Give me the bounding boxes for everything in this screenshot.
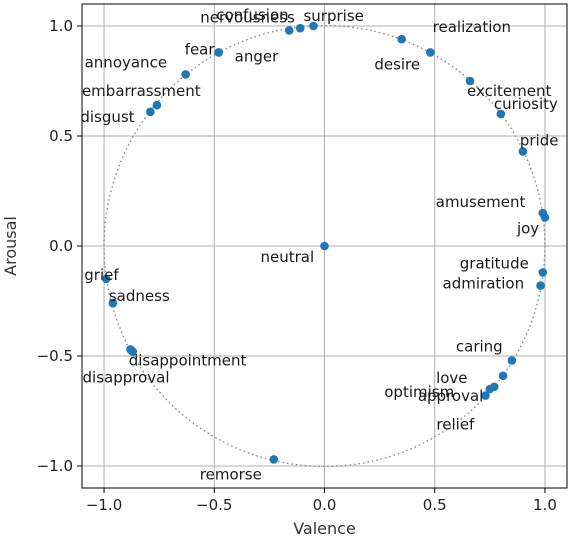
- x-tick-label: 1.0: [533, 496, 557, 514]
- point-label-optimism: optimism: [384, 383, 454, 401]
- point-pride: [518, 147, 528, 156]
- x-tick-label: 0.0: [313, 496, 337, 514]
- point-love: [498, 371, 508, 381]
- point-realization: [397, 34, 406, 44]
- point-label-desire: desire: [374, 55, 420, 73]
- point-label-gratitude: gratitude: [460, 254, 529, 272]
- point-caring: [507, 356, 517, 365]
- y-axis-label: Arousal: [1, 216, 20, 276]
- point-label-disappointment: disappointment: [129, 352, 247, 370]
- point-label-excitement: excitement: [467, 82, 551, 100]
- y-tick-label: 0.5: [49, 127, 73, 145]
- point-label-fear: fear: [185, 40, 216, 58]
- y-tick-label: −0.5: [37, 347, 73, 365]
- point-label-confusion: confusion: [216, 6, 288, 24]
- unit-circle-reference: [103, 24, 546, 468]
- point-disgust: [146, 107, 155, 117]
- point-embarrassment: [152, 100, 162, 110]
- y-tick-label: 1.0: [49, 17, 73, 35]
- point-label-pride: pride: [520, 131, 559, 149]
- x-tick-label: 0.5: [423, 496, 447, 514]
- point-disapproval: [126, 345, 135, 354]
- point-gratitude: [538, 268, 548, 277]
- point-confusion: [295, 23, 305, 33]
- y-tick-label: 0.0: [49, 237, 73, 255]
- point-label-relief: relief: [436, 416, 475, 434]
- point-label-surprise: surprise: [303, 7, 363, 25]
- point-remorse: [269, 455, 279, 464]
- point-excitement: [465, 76, 475, 86]
- point-label-love: love: [436, 369, 467, 387]
- x-tick-label: −0.5: [196, 496, 232, 514]
- point-label-remorse: remorse: [200, 465, 262, 483]
- point-label-annoyance: annoyance: [85, 53, 167, 71]
- point-label-amusement: amusement: [436, 193, 526, 211]
- y-tick-label: −1.0: [37, 457, 73, 475]
- point-label-disgust: disgust: [80, 108, 134, 126]
- x-axis-label: Valence: [293, 519, 356, 538]
- point-label-admiration: admiration: [443, 275, 525, 293]
- point-label-anger: anger: [235, 47, 279, 65]
- point-nervousness: [284, 26, 294, 35]
- point-sadness: [108, 298, 118, 308]
- point-surprise: [309, 21, 318, 31]
- data-points: [101, 21, 550, 464]
- point-label-disapproval: disapproval: [83, 368, 170, 386]
- point-curiosity: [496, 109, 506, 119]
- point-label-approval: approval: [418, 387, 484, 405]
- point-grief: [101, 274, 111, 284]
- point-approval: [485, 384, 495, 394]
- point-label-grief: grief: [84, 266, 119, 284]
- point-neutral: [320, 241, 329, 251]
- point-joy: [540, 213, 550, 222]
- point-label-realization: realization: [433, 18, 511, 36]
- point-label-nervousness: nervousness: [200, 8, 295, 26]
- axis-ticks: −1.0 −0.5 0.0 0.5 1.0 −1.0 −0.5 0.0 0.5 1.0: [37, 17, 557, 514]
- point-label-joy: joy: [516, 219, 539, 237]
- point-label-curiosity: curiosity: [494, 95, 558, 113]
- point-label-neutral: neutral: [261, 248, 315, 266]
- point-admiration: [536, 281, 545, 290]
- point-label-sadness: sadness: [109, 287, 170, 305]
- point-annoyance: [181, 70, 190, 79]
- point-label-embarrassment: embarrassment: [82, 82, 201, 100]
- point-relief: [481, 391, 490, 400]
- point-anger: [214, 48, 223, 57]
- x-tick-label: −1.0: [86, 496, 122, 514]
- point-desire: [426, 48, 435, 57]
- point-label-caring: caring: [456, 337, 503, 355]
